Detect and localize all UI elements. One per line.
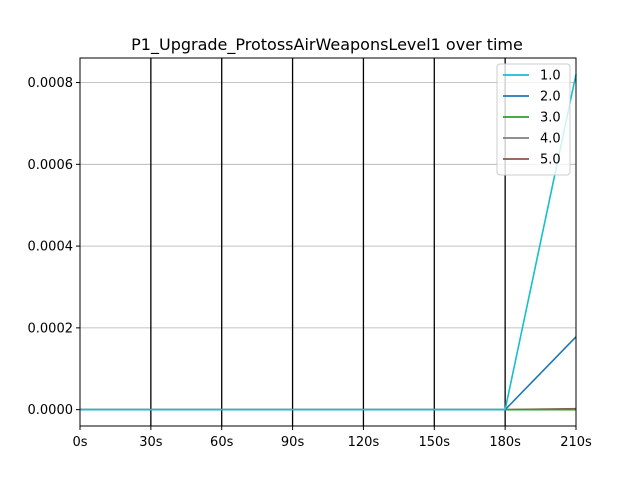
x-tick-label: 30s [139, 435, 163, 450]
y-tick-label: 0.0000 [28, 403, 74, 418]
y-tick-label: 0.0008 [28, 76, 74, 91]
series-line-2-0 [80, 336, 577, 411]
plot-frame [79, 57, 577, 427]
y-tick-label: 0.0006 [28, 158, 74, 173]
y-tick-label: 0.0002 [28, 321, 74, 336]
y-tick-label: 0.0004 [28, 240, 74, 255]
x-tick-label: 150s [418, 435, 450, 450]
x-tick-label: 90s [281, 435, 305, 450]
legend: 1.0 2.0 3.0 4.0 5.0 [496, 63, 571, 176]
axis-layer: 0.0000 0.0002 0.0004 0.0006 0.0008 0s 30s 60s 90… [28, 76, 593, 450]
x-tick-label: 210s [560, 435, 592, 450]
legend-label: 5.0 [540, 153, 561, 168]
series-layer [80, 74, 577, 411]
legend-label: 2.0 [540, 90, 561, 105]
legend-label: 4.0 [540, 132, 561, 147]
x-tick-label: 60s [210, 435, 234, 450]
series-line-1-0 [80, 74, 577, 411]
x-tick-label: 120s [348, 435, 380, 450]
legend-label: 1.0 [540, 69, 561, 84]
x-tick-label: 180s [489, 435, 521, 450]
legend-label: 3.0 [540, 111, 561, 126]
legend-box [496, 63, 571, 176]
chart-title: P1_Upgrade_ProtossAirWeaponsLevel1 over … [131, 35, 523, 55]
vertical-lines-layer [150, 58, 506, 426]
x-tick-label: 0s [72, 435, 87, 450]
